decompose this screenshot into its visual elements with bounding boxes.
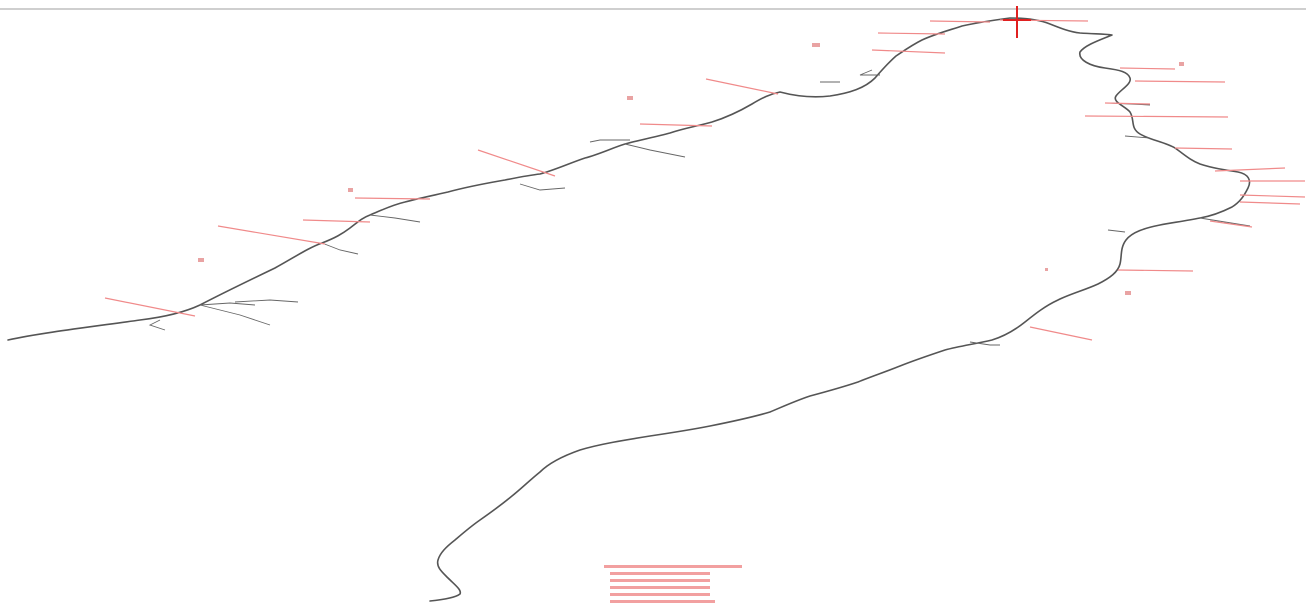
crosshair-marker-icon[interactable]	[1003, 6, 1031, 38]
route-line	[7, 17, 1251, 602]
annotation-dots	[198, 43, 1184, 295]
route-spurs	[148, 69, 1251, 346]
legend-block	[604, 565, 742, 603]
annotation-leaders	[104, 19, 1306, 341]
window-top-border	[0, 8, 1306, 10]
